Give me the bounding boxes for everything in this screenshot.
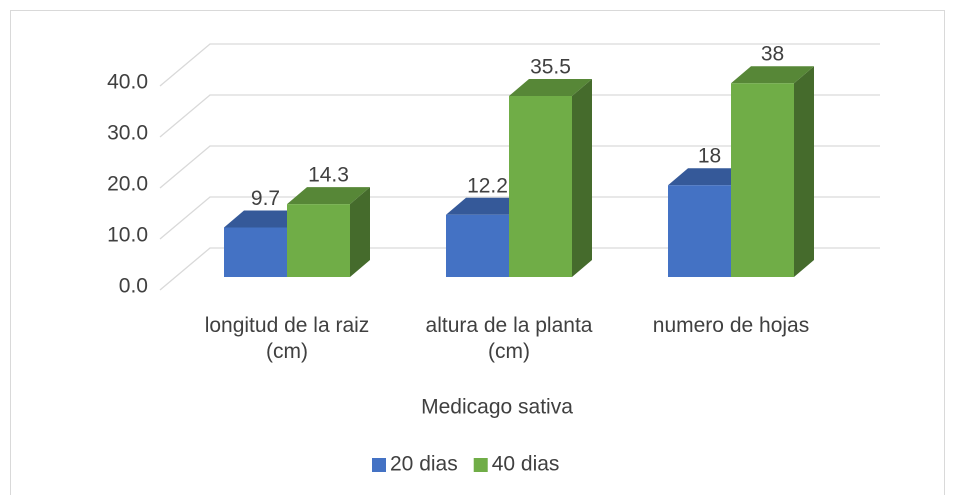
bar [287,187,370,277]
bar-top [509,78,592,96]
data-label: 18 [698,145,721,168]
data-label: 12.2 [467,174,508,197]
y-tick-label: 30.0 [107,122,148,145]
x-tick-label: altura de la planta (cm) [425,314,593,363]
bar-front [224,227,287,277]
bar [509,78,592,277]
data-label: 9.7 [251,187,280,210]
bar-top [446,197,529,215]
x-tick-label: longitud de la raiz (cm) [204,314,370,363]
x-axis-label: Medicago sativa [421,396,573,419]
bar [731,66,814,277]
bar-front [731,83,794,277]
grid-line [159,247,880,291]
bar-top [287,187,370,205]
bar-top [668,168,751,186]
data-label: 38 [761,43,784,66]
bar-top [731,66,814,84]
chart-border [10,10,945,495]
x-tick-label: numero de hojas [652,314,810,337]
bar-side [350,187,370,277]
bar-side [794,66,814,277]
y-tick-label: 0.0 [119,275,148,298]
grid-line [159,196,880,240]
grid-line [159,145,880,189]
bar-front [287,204,350,277]
bar-top [224,210,307,228]
y-tick-label: 20.0 [107,173,148,196]
bar-front [668,185,731,277]
grid-line [159,43,880,87]
y-tick-label: 40.0 [107,71,148,94]
legend-swatch [473,458,488,472]
data-label: 14.3 [308,164,349,187]
bar-side [572,78,592,277]
data-label: 35.5 [530,55,571,78]
bar-front [509,95,572,277]
bar-front [446,214,509,277]
legend-label: 20 dias [390,453,458,476]
y-tick-label: 10.0 [107,224,148,247]
legend-label: 40 dias [492,453,560,476]
grid-line [159,94,880,138]
legend-swatch [372,458,386,472]
